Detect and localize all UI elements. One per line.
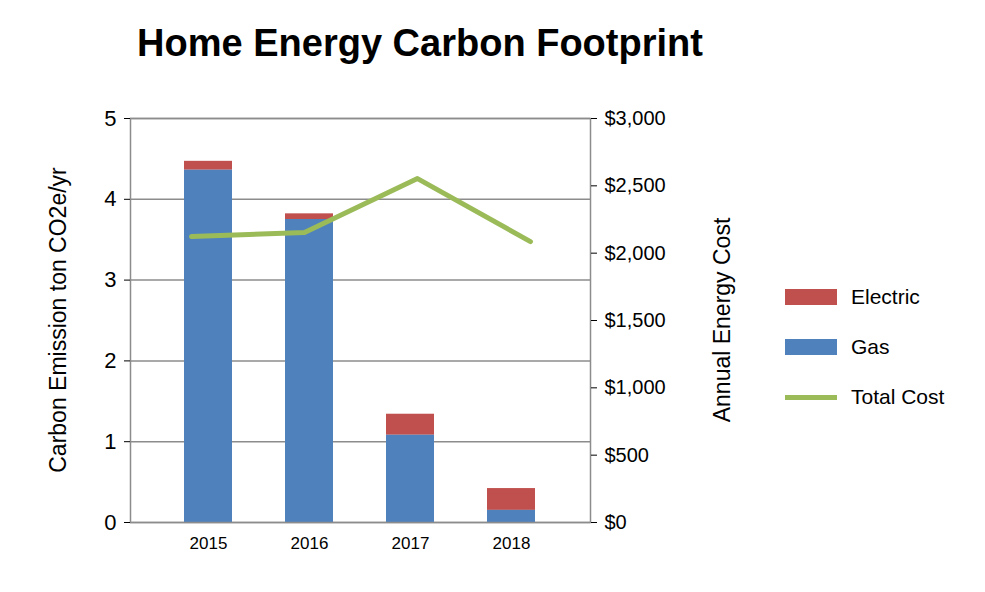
svg-text:$2,500: $2,500 (605, 174, 666, 196)
svg-text:$3,000: $3,000 (605, 107, 666, 129)
svg-text:2018: 2018 (493, 534, 531, 553)
html-text:Electric: Electric (851, 285, 920, 308)
html-text:Gas: Gas (851, 335, 890, 358)
svg-text:$500: $500 (605, 444, 650, 466)
svg-text:$1,500: $1,500 (605, 309, 666, 331)
svg-text:2: 2 (104, 348, 116, 373)
svg-text:4: 4 (104, 186, 116, 211)
svg-text:5: 5 (104, 106, 116, 131)
svg-text:1: 1 (104, 429, 116, 454)
svg-text:$2,000: $2,000 (605, 242, 666, 264)
svg-text:2015: 2015 (190, 534, 228, 553)
svg-text:$1,000: $1,000 (605, 376, 666, 398)
html-text:Home Energy Carbon Footprint: Home Energy Carbon Footprint (137, 22, 703, 64)
svg-text:3: 3 (104, 267, 116, 292)
html-text:Total Cost: Total Cost (851, 385, 945, 408)
svg-text:0: 0 (104, 510, 116, 535)
svg-text:2017: 2017 (392, 534, 430, 553)
svg-text:$0: $0 (605, 511, 627, 533)
html-text:Annual Energy Cost: Annual Energy Cost (708, 217, 735, 423)
svg-text:2016: 2016 (291, 534, 329, 553)
html-text:Carbon Emission ton CO2e/yr: Carbon Emission ton CO2e/yr (44, 167, 71, 473)
